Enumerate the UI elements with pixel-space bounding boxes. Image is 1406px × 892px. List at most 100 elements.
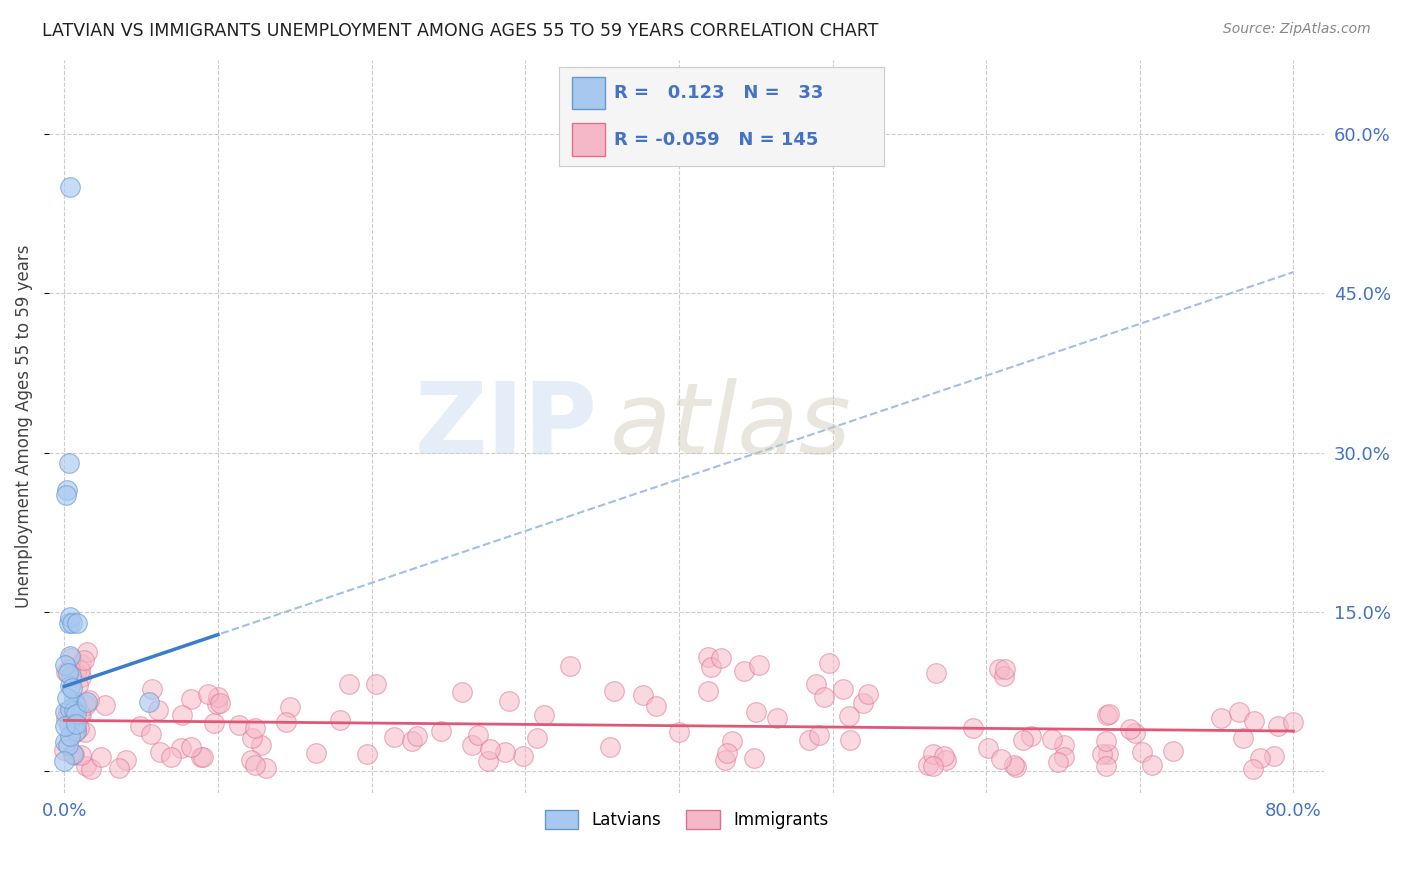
Point bbox=[766, 711, 789, 725]
Point bbox=[1040, 732, 1063, 747]
Point bbox=[53, 743, 76, 757]
Point bbox=[62, 747, 84, 762]
Text: LATVIAN VS IMMIGRANTS UNEMPLOYMENT AMONG AGES 55 TO 59 YEARS CORRELATION CHART: LATVIAN VS IMMIGRANTS UNEMPLOYMENT AMONG… bbox=[42, 22, 879, 40]
Point bbox=[53, 719, 76, 733]
Point bbox=[917, 758, 939, 772]
Point bbox=[807, 727, 830, 741]
Point bbox=[59, 729, 82, 743]
Point bbox=[208, 696, 231, 710]
Point bbox=[66, 678, 89, 692]
Point bbox=[63, 747, 86, 762]
Point bbox=[467, 728, 489, 742]
Point bbox=[69, 663, 91, 677]
Point bbox=[197, 687, 219, 701]
Point bbox=[994, 662, 1017, 676]
Point bbox=[278, 700, 301, 714]
Point bbox=[839, 732, 862, 747]
Point bbox=[63, 704, 86, 718]
Text: Source: ZipAtlas.com: Source: ZipAtlas.com bbox=[1223, 22, 1371, 37]
Point bbox=[1097, 708, 1119, 723]
Point bbox=[75, 698, 97, 712]
Point bbox=[69, 706, 91, 720]
Point bbox=[141, 681, 163, 696]
Point bbox=[1002, 758, 1025, 772]
Point bbox=[75, 725, 97, 739]
Point bbox=[1163, 744, 1185, 758]
Point bbox=[67, 721, 90, 735]
Point bbox=[70, 747, 93, 762]
Point bbox=[56, 739, 79, 753]
Text: atlas: atlas bbox=[610, 377, 852, 475]
Y-axis label: Unemployment Among Ages 55 to 59 years: Unemployment Among Ages 55 to 59 years bbox=[15, 244, 32, 607]
Point bbox=[599, 740, 621, 755]
Point bbox=[80, 762, 103, 776]
Point bbox=[65, 706, 87, 721]
Point bbox=[245, 721, 267, 735]
Point bbox=[1130, 745, 1153, 759]
Point bbox=[406, 729, 429, 743]
Point bbox=[430, 724, 453, 739]
Point bbox=[107, 761, 129, 775]
Point bbox=[58, 718, 80, 732]
Point bbox=[714, 753, 737, 767]
Point bbox=[329, 713, 352, 727]
Point bbox=[977, 740, 1000, 755]
Text: ZIP: ZIP bbox=[415, 377, 598, 475]
Point bbox=[65, 665, 87, 680]
Point bbox=[172, 707, 194, 722]
Point bbox=[160, 750, 183, 764]
Point bbox=[139, 727, 162, 741]
Point bbox=[988, 661, 1011, 675]
Point bbox=[337, 677, 360, 691]
Point bbox=[1053, 750, 1076, 764]
Point bbox=[1243, 714, 1265, 728]
Point bbox=[63, 747, 86, 761]
Point bbox=[180, 740, 202, 755]
Point bbox=[59, 679, 82, 693]
Point bbox=[1123, 726, 1146, 740]
Point bbox=[53, 735, 76, 749]
Point bbox=[190, 750, 212, 764]
Point bbox=[1140, 757, 1163, 772]
Point bbox=[668, 725, 690, 739]
Point bbox=[962, 722, 984, 736]
Point bbox=[56, 666, 79, 681]
Point bbox=[631, 689, 654, 703]
Point bbox=[479, 742, 502, 756]
Point bbox=[56, 483, 79, 497]
Point bbox=[69, 707, 91, 722]
Point bbox=[53, 705, 76, 719]
Point bbox=[1263, 749, 1285, 764]
Point bbox=[364, 676, 387, 690]
Point bbox=[932, 748, 955, 763]
Point bbox=[721, 733, 744, 747]
Point bbox=[58, 456, 80, 470]
Point bbox=[202, 715, 225, 730]
Point bbox=[243, 757, 266, 772]
Point bbox=[254, 762, 277, 776]
Point bbox=[180, 691, 202, 706]
Point bbox=[75, 759, 97, 773]
Point bbox=[207, 690, 229, 704]
Point bbox=[228, 717, 250, 731]
Point bbox=[1097, 747, 1119, 762]
Point bbox=[461, 739, 484, 753]
Point bbox=[59, 702, 82, 716]
Point bbox=[804, 677, 827, 691]
Point bbox=[60, 651, 83, 665]
Point bbox=[1005, 760, 1028, 774]
Point bbox=[304, 746, 326, 760]
Point bbox=[1094, 759, 1116, 773]
Point bbox=[59, 662, 82, 676]
Point bbox=[1267, 719, 1289, 733]
Point bbox=[191, 750, 214, 764]
Point bbox=[149, 745, 172, 759]
Point bbox=[65, 723, 87, 737]
Point bbox=[498, 694, 520, 708]
Point bbox=[838, 708, 860, 723]
Point bbox=[716, 746, 738, 760]
Point bbox=[56, 691, 79, 706]
Point bbox=[560, 659, 582, 673]
Point bbox=[745, 706, 768, 720]
Point bbox=[1091, 747, 1114, 762]
